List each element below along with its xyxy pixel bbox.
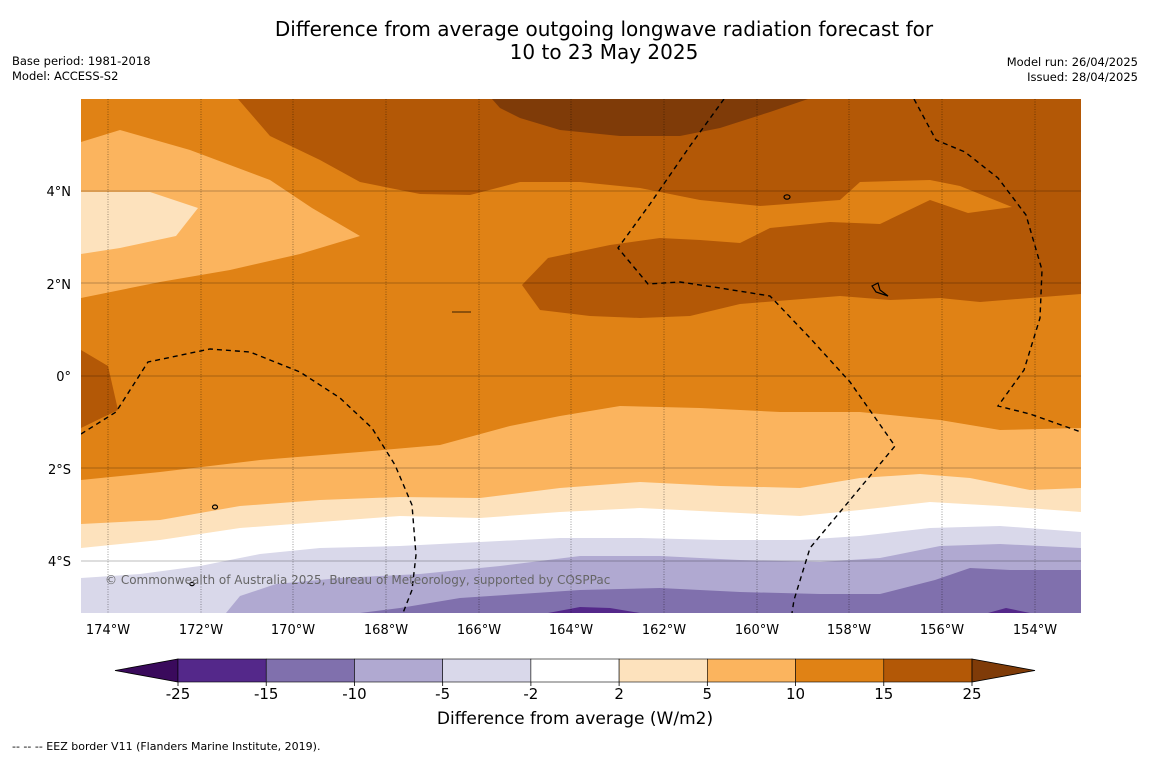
contour-band-15-25-west: [81, 350, 118, 428]
lat-axis-labels: 4°N 2°N 0° 2°S 4°S: [47, 185, 72, 570]
colorbar-segment: [177, 658, 267, 683]
base-period-text: Base period: 1981-2018: [12, 54, 151, 68]
colorbar-tick-label: -10: [342, 685, 367, 703]
meta-left: Base period: 1981-2018 Model: ACCESS-S2: [12, 54, 151, 84]
colorbar-segment: [618, 658, 708, 683]
colorbar-segment: [354, 658, 443, 683]
colorbar-segment: [883, 658, 973, 683]
colorbar-tick-label: 2: [614, 685, 624, 703]
lon-label: 174°W: [86, 623, 130, 638]
colorbar-extend-low: [114, 658, 179, 683]
colorbar-segment: [795, 658, 885, 683]
colorbar-segment: [442, 658, 532, 683]
chart-title: Difference from average outgoing longwav…: [200, 18, 1008, 64]
colorbar-tick-label: 10: [786, 685, 805, 703]
colorbar-extend-high: [971, 658, 1036, 683]
lon-label: 154°W: [1013, 623, 1057, 638]
contour-band-minus15-25: [548, 607, 1030, 613]
colorbar-tick-label: 15: [874, 685, 893, 703]
eez-border-central: [617, 99, 896, 613]
lat-label: 0°: [56, 370, 71, 385]
colorbar-tick-label: -2: [523, 685, 538, 703]
colorbar-tick-label: -25: [166, 685, 191, 703]
lon-label: 160°W: [735, 623, 779, 638]
colorbar-tick-label: 25: [962, 685, 981, 703]
lat-label: 2°N: [47, 278, 72, 293]
lat-gridlines: [81, 190, 1081, 562]
contour-fill: [81, 99, 1081, 613]
title-line-1: Difference from average outgoing longwav…: [274, 17, 934, 41]
colorbar-tick-label: 5: [703, 685, 713, 703]
model-run-text: Model run: 26/04/2025: [1006, 55, 1138, 69]
islands: [189, 194, 889, 587]
colorbar-segment: [530, 658, 620, 683]
contour-band-minus10-15: [360, 568, 1081, 613]
contour-band-2-5-northwest: [81, 192, 198, 254]
colorbar-tick-label: -15: [254, 685, 279, 703]
eez-footnote: -- -- -- EEZ border V11 (Flanders Marine…: [12, 740, 321, 753]
lon-label: 168°W: [364, 623, 408, 638]
lon-axis-labels: 174°W 172°W 170°W 168°W 166°W 164°W 162°…: [86, 623, 1057, 638]
eez-border-east: [913, 99, 1081, 433]
lon-label: 172°W: [179, 623, 223, 638]
issued-text: Issued: 28/04/2025: [1027, 70, 1138, 84]
lat-label: 4°N: [47, 185, 72, 200]
colorbar-label: Difference from average (W/m2): [436, 709, 714, 729]
lat-label: 4°S: [48, 555, 71, 570]
contour-band-15-25-north: [238, 99, 1081, 318]
colorbar: -25 -15 -10 -5 -2 2 5 10 15 25: [114, 658, 1036, 703]
meta-right: Model run: 26/04/2025 Issued: 28/04/2025: [1007, 55, 1138, 85]
copyright-text: © Commonwealth of Australia 2025, Bureau…: [105, 573, 610, 587]
eez-borders: [81, 99, 1081, 613]
title-line-2: 10 to 23 May 2025: [509, 40, 699, 64]
lat-label: 2°S: [48, 463, 71, 478]
lon-label: 156°W: [920, 623, 964, 638]
model-text: Model: ACCESS-S2: [12, 69, 119, 83]
lon-label: 170°W: [271, 623, 315, 638]
lon-gridlines: [107, 99, 1036, 613]
contour-band-5-10-northwest: [81, 130, 360, 298]
colorbar-segment: [707, 658, 796, 683]
lon-label: 166°W: [457, 623, 501, 638]
lon-label: 158°W: [827, 623, 871, 638]
colorbar-tick-label: -5: [435, 685, 450, 703]
lon-label: 164°W: [549, 623, 593, 638]
colorbar-segment: [265, 658, 355, 683]
lon-label: 162°W: [642, 623, 686, 638]
eez-border-west: [81, 348, 417, 613]
